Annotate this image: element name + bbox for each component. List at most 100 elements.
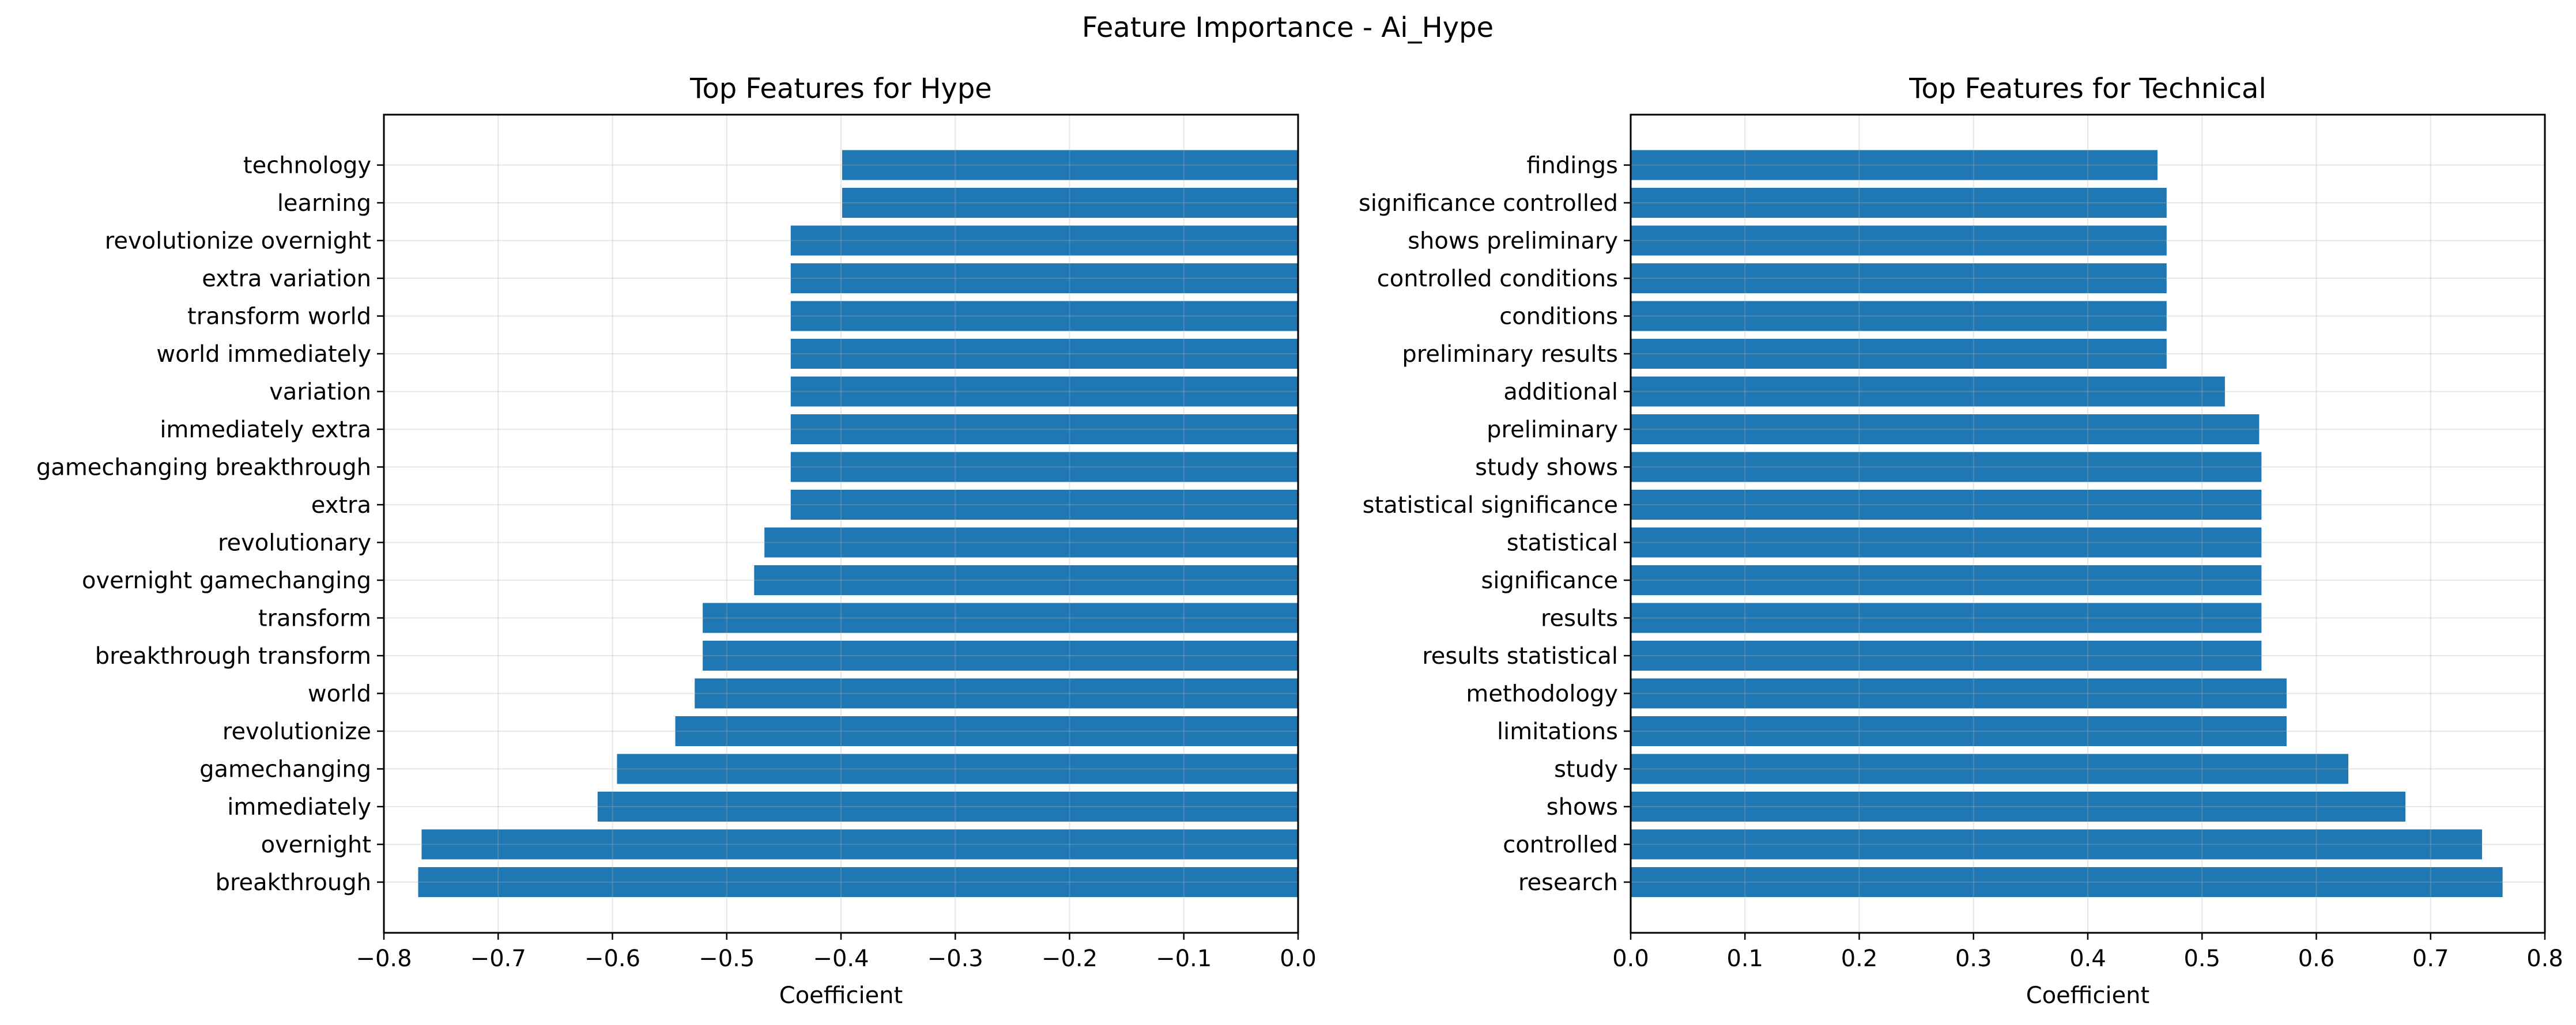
technical-y-tick-label: conditions bbox=[1499, 304, 1618, 330]
technical-y-tick-label: significance bbox=[1481, 568, 1618, 594]
hype-y-axis: breakthrough overnight immediately gamechan… bbox=[36, 153, 384, 896]
hype-features-panel: Top Features for Hype breakthrough overni… bbox=[36, 73, 1317, 1009]
technical-x-tick-label: 0.6 bbox=[2298, 945, 2335, 972]
technical-y-tick-label: significance controlled bbox=[1359, 190, 1618, 217]
technical-bar-shows bbox=[1631, 792, 2406, 822]
hype-bar-variation bbox=[790, 376, 1298, 407]
technical-features-panel: Top Features for Technical research contr… bbox=[1359, 73, 2563, 1009]
technical-x-axis-label: Coefficient bbox=[2026, 982, 2149, 1009]
hype-bar-breakthrough bbox=[418, 867, 1298, 897]
hype-x-tick-label: −0.5 bbox=[699, 945, 755, 972]
technical-x-tick-label: 0.4 bbox=[2069, 945, 2106, 972]
hype-y-tick-label: breakthrough bbox=[216, 869, 371, 896]
hype-bar-extra-variation bbox=[790, 263, 1298, 293]
technical-bar-additional bbox=[1631, 376, 2225, 407]
technical-bar-results bbox=[1631, 603, 2262, 633]
technical-y-tick-label: shows preliminary bbox=[1408, 228, 1618, 255]
technical-bar-significance-controlled bbox=[1631, 188, 2167, 218]
technical-y-tick-label: study bbox=[1554, 757, 1618, 783]
hype-bar-world bbox=[695, 678, 1298, 709]
technical-y-tick-label: additional bbox=[1503, 379, 1618, 406]
technical-y-tick-label: study shows bbox=[1475, 455, 1618, 481]
technical-bar-study-shows bbox=[1631, 452, 2262, 482]
technical-y-tick-label: controlled bbox=[1503, 832, 1618, 858]
technical-x-tick-label: 0.2 bbox=[1841, 945, 1878, 972]
technical-bar-controlled bbox=[1631, 829, 2482, 860]
hype-y-tick-label: immediately bbox=[227, 794, 371, 820]
hype-x-tick-label: −0.1 bbox=[1156, 945, 1212, 972]
hype-x-axis-label: Coefficient bbox=[779, 982, 903, 1009]
technical-x-tick-label: 0.5 bbox=[2183, 945, 2220, 972]
technical-bar-research bbox=[1631, 867, 2503, 897]
technical-bar-limitations bbox=[1631, 716, 2287, 746]
hype-x-tick-label: −0.2 bbox=[1042, 945, 1097, 972]
hype-bar-transform bbox=[703, 603, 1298, 633]
hype-bar-transform-world bbox=[790, 301, 1298, 331]
hype-y-tick-label: world immediately bbox=[156, 341, 371, 368]
hype-y-tick-label: gamechanging breakthrough bbox=[36, 455, 371, 481]
technical-y-tick-label: controlled conditions bbox=[1377, 266, 1618, 292]
technical-y-axis: research controlled shows study limitations m… bbox=[1359, 153, 1631, 896]
hype-y-tick-label: technology bbox=[243, 153, 371, 179]
hype-y-tick-label: revolutionary bbox=[218, 530, 371, 557]
hype-y-tick-label: extra variation bbox=[202, 266, 371, 292]
technical-y-tick-label: shows bbox=[1547, 794, 1618, 820]
technical-bar-controlled-conditions bbox=[1631, 263, 2167, 293]
hype-bar-overnight-gamechanging bbox=[754, 565, 1298, 595]
hype-y-tick-label: immediately extra bbox=[160, 417, 371, 443]
technical-bar-significance bbox=[1631, 565, 2262, 595]
hype-x-tick-label: −0.3 bbox=[927, 945, 983, 972]
technical-chart-title: Top Features for Technical bbox=[1909, 73, 2266, 105]
hype-x-axis: −0.8 −0.7 −0.6 −0.5 −0.4 −0.3 −0.2 −0.1 0.0 bbox=[356, 933, 1317, 972]
hype-axes-frame bbox=[383, 114, 1299, 934]
hype-chart-title: Top Features for Hype bbox=[689, 73, 992, 105]
technical-bars bbox=[1631, 150, 2503, 897]
technical-x-axis: 0.0 0.1 0.2 0.3 0.4 0.5 0.6 0.7 0.8 bbox=[1612, 933, 2563, 972]
hype-y-tick-label: extra bbox=[311, 492, 371, 519]
figure-title: Feature Importance - Ai_Hype bbox=[1082, 12, 1493, 44]
hype-y-tick-label: revolutionize overnight bbox=[105, 228, 371, 255]
hype-bar-overnight bbox=[421, 829, 1298, 860]
hype-x-tick-label: −0.6 bbox=[584, 945, 640, 972]
hype-bar-breakthrough-transform bbox=[703, 641, 1298, 671]
hype-y-tick-label: transform world bbox=[187, 304, 371, 330]
hype-bar-extra bbox=[790, 490, 1298, 520]
technical-y-tick-label: research bbox=[1518, 869, 1618, 896]
technical-y-tick-label: results bbox=[1541, 606, 1618, 632]
technical-y-tick-label: preliminary results bbox=[1402, 341, 1618, 368]
technical-bar-preliminary-results bbox=[1631, 339, 2167, 369]
hype-x-tick-label: −0.7 bbox=[470, 945, 526, 972]
hype-bar-world-immediately bbox=[790, 339, 1298, 369]
technical-axes-frame bbox=[1630, 114, 2546, 934]
hype-bars bbox=[418, 150, 1298, 897]
hype-bar-technology bbox=[842, 150, 1298, 180]
technical-bar-methodology bbox=[1631, 678, 2287, 709]
hype-bar-revolutionize bbox=[675, 716, 1298, 746]
hype-y-tick-label: variation bbox=[269, 379, 371, 406]
hype-bar-revolutionize-overnight bbox=[790, 225, 1298, 256]
hype-bar-immediately-extra bbox=[790, 414, 1298, 444]
technical-bar-conditions bbox=[1631, 301, 2167, 331]
technical-x-tick-label: 0.7 bbox=[2412, 945, 2449, 972]
technical-y-tick-label: limitations bbox=[1497, 718, 1618, 745]
technical-y-tick-label: preliminary bbox=[1487, 417, 1618, 443]
technical-y-tick-label: statistical significance bbox=[1363, 492, 1618, 519]
technical-bar-findings bbox=[1631, 150, 2158, 180]
technical-y-tick-label: results statistical bbox=[1422, 643, 1618, 670]
hype-x-tick-label: −0.4 bbox=[813, 945, 869, 972]
hype-y-tick-label: world bbox=[308, 681, 371, 708]
hype-bar-immediately bbox=[597, 792, 1298, 822]
technical-bar-study bbox=[1631, 754, 2349, 784]
hype-y-tick-label: transform bbox=[258, 606, 371, 632]
technical-bar-preliminary bbox=[1631, 414, 2260, 444]
technical-bar-shows-preliminary bbox=[1631, 225, 2167, 256]
hype-bar-learning bbox=[842, 188, 1298, 218]
technical-y-tick-label: statistical bbox=[1507, 530, 1618, 557]
hype-bar-gamechanging-breakthrough bbox=[790, 452, 1298, 482]
technical-x-tick-label: 0.1 bbox=[1726, 945, 1763, 972]
hype-bar-revolutionary bbox=[764, 527, 1298, 558]
technical-bar-statistical-significance bbox=[1631, 490, 2262, 520]
hype-x-tick-label: −0.8 bbox=[356, 945, 412, 972]
hype-y-tick-label: overnight bbox=[261, 832, 371, 858]
hype-bar-gamechanging bbox=[617, 754, 1298, 784]
